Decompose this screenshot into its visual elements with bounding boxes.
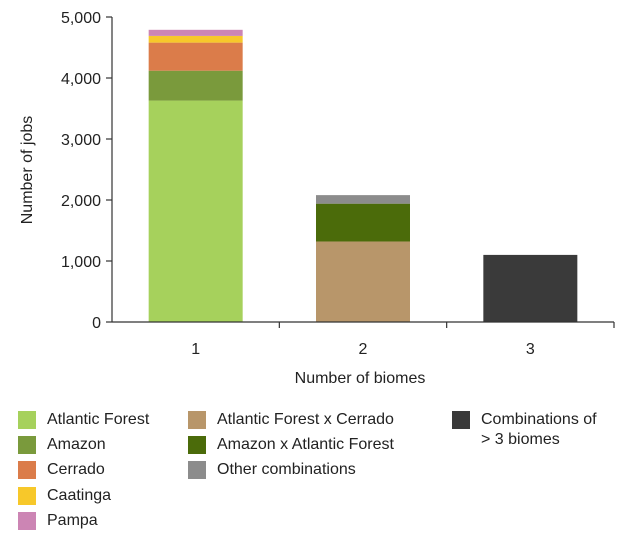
- legend-swatch: [188, 461, 206, 480]
- bar-segment: [148, 70, 243, 101]
- legend-label: Amazon: [47, 436, 106, 454]
- bar-segment: [148, 35, 243, 43]
- legend-swatch: [18, 486, 36, 505]
- legend-swatch: [452, 411, 470, 429]
- bar-segment: [148, 42, 243, 71]
- bar-segment: [316, 195, 410, 204]
- legend-item: Amazon: [18, 435, 106, 455]
- legend-item: Pampa: [18, 511, 98, 531]
- y-tick-label: 0: [92, 315, 101, 332]
- bar-segment: [148, 29, 243, 36]
- y-tick-label: 5,000: [61, 10, 101, 27]
- bar-segment: [316, 203, 410, 242]
- y-tick-label: 1,000: [61, 254, 101, 271]
- bar-segment: [148, 100, 243, 322]
- y-tick-label: 4,000: [61, 71, 101, 88]
- stacked-bar-chart: 0 1,000 2,000 3,000 4,000 5,000 1 2 3 Number of…: [19, 10, 615, 387]
- legend-item: Other combinations: [188, 460, 356, 480]
- x-axis-title: Number of biomes: [295, 370, 426, 387]
- legend-item: Atlantic Forest: [18, 410, 149, 430]
- legend-label: Cerrado: [47, 461, 105, 479]
- legend-label: Other combinations: [217, 461, 356, 479]
- x-axis: 1 2 3: [112, 321, 615, 358]
- bar-segment: [316, 241, 410, 322]
- x-tick-label: 2: [359, 341, 368, 358]
- legend-swatch: [188, 436, 206, 455]
- y-tick-label: 3,000: [61, 132, 101, 149]
- y-axis-title: Number of jobs: [19, 116, 36, 225]
- legend-label: Combinations of > 3 biomes: [481, 411, 597, 448]
- y-axis: 0 1,000 2,000 3,000 4,000 5,000: [61, 10, 113, 332]
- legend-swatch: [18, 461, 36, 480]
- legend-label: Atlantic Forest x Cerrado: [217, 411, 394, 428]
- legend-swatch: [18, 436, 36, 455]
- legend-label: Atlantic Forest: [47, 411, 150, 428]
- legend-item: Cerrado: [18, 460, 105, 480]
- legend-swatch: [18, 511, 36, 530]
- legend-swatch: [18, 411, 36, 429]
- legend-item: Combinations of > 3 biomes: [452, 410, 597, 450]
- legend-label: Caatinga: [47, 486, 112, 504]
- y-tick-label: 2,000: [61, 193, 101, 210]
- legend-label: Pampa: [47, 511, 98, 529]
- legend-swatch: [188, 411, 206, 429]
- x-tick-label: 3: [526, 341, 535, 358]
- bars: [148, 29, 578, 322]
- bar-segment: [483, 254, 578, 322]
- legend-item: Caatinga: [18, 486, 111, 506]
- legend-label: Amazon x Atlantic Forest: [217, 436, 394, 454]
- x-tick-label: 1: [191, 341, 200, 358]
- legend-item: Amazon x Atlantic Forest: [188, 435, 394, 455]
- legend-item: Atlantic Forest x Cerrado: [188, 410, 394, 430]
